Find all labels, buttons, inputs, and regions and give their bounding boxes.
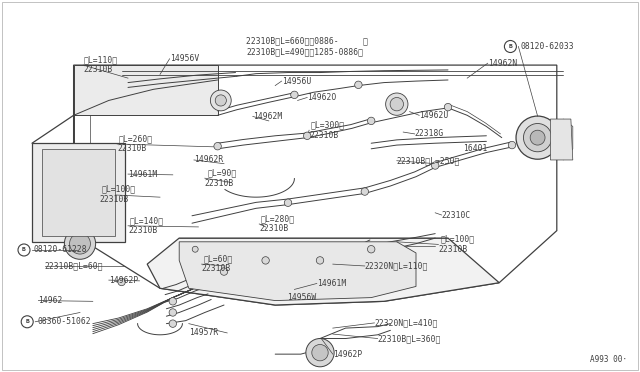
Text: 14962P: 14962P bbox=[109, 276, 138, 285]
Circle shape bbox=[386, 93, 408, 115]
Circle shape bbox=[530, 130, 545, 145]
Circle shape bbox=[316, 257, 324, 264]
Circle shape bbox=[508, 141, 516, 149]
Text: 〈L=140〉: 〈L=140〉 bbox=[129, 216, 163, 225]
Circle shape bbox=[516, 116, 559, 159]
Polygon shape bbox=[550, 119, 573, 160]
Text: 14962M: 14962M bbox=[253, 112, 282, 121]
Text: 〈L=280〉: 〈L=280〉 bbox=[260, 214, 294, 223]
Text: 22310B〈L=360〉: 22310B〈L=360〉 bbox=[378, 334, 441, 343]
Text: A993 00·: A993 00· bbox=[590, 356, 627, 365]
Circle shape bbox=[306, 339, 334, 367]
Text: 22310B: 22310B bbox=[438, 245, 468, 254]
Text: 22310B: 22310B bbox=[259, 224, 289, 233]
Text: 〈L=90〉: 〈L=90〉 bbox=[208, 169, 237, 177]
Text: 22318G: 22318G bbox=[415, 129, 444, 138]
Polygon shape bbox=[42, 149, 115, 236]
Text: 〈L=300〉: 〈L=300〉 bbox=[310, 121, 344, 129]
Circle shape bbox=[355, 81, 362, 89]
Text: 14956W: 14956W bbox=[287, 293, 316, 302]
Polygon shape bbox=[32, 143, 125, 242]
Circle shape bbox=[220, 268, 228, 275]
Circle shape bbox=[390, 97, 403, 111]
Circle shape bbox=[70, 233, 90, 254]
Circle shape bbox=[361, 188, 369, 195]
Text: 22310B: 22310B bbox=[99, 195, 129, 203]
Circle shape bbox=[367, 117, 375, 125]
Polygon shape bbox=[179, 242, 416, 301]
Text: B: B bbox=[26, 319, 29, 324]
Circle shape bbox=[262, 257, 269, 264]
Circle shape bbox=[312, 344, 328, 361]
Text: 22310B〈L=660〉〈0886-     〉: 22310B〈L=660〉〈0886- 〉 bbox=[246, 36, 368, 45]
Polygon shape bbox=[74, 65, 218, 115]
Text: 14957R: 14957R bbox=[189, 328, 218, 337]
Circle shape bbox=[215, 95, 227, 106]
Text: 〈L=110〉: 〈L=110〉 bbox=[83, 55, 117, 64]
Text: 14956U: 14956U bbox=[282, 77, 311, 86]
Text: 08360-51062: 08360-51062 bbox=[37, 317, 91, 326]
Circle shape bbox=[169, 320, 177, 327]
Text: 〈L=260〉: 〈L=260〉 bbox=[118, 134, 152, 143]
Text: 22310B〈L=60〉: 22310B〈L=60〉 bbox=[45, 262, 103, 270]
Text: B: B bbox=[509, 44, 512, 49]
Text: 14961M: 14961M bbox=[317, 279, 346, 288]
Circle shape bbox=[291, 91, 298, 99]
Text: 22310B: 22310B bbox=[83, 65, 113, 74]
Text: 14961M: 14961M bbox=[128, 170, 157, 179]
Text: 08120-62033: 08120-62033 bbox=[520, 42, 574, 51]
Circle shape bbox=[284, 199, 292, 206]
Text: 22310B: 22310B bbox=[117, 144, 147, 153]
Text: 〈L=100〉: 〈L=100〉 bbox=[101, 185, 135, 193]
Circle shape bbox=[169, 309, 177, 316]
Text: 22310B〈L=490〉〈1285-0886〉: 22310B〈L=490〉〈1285-0886〉 bbox=[246, 48, 364, 57]
Text: B: B bbox=[22, 247, 26, 253]
Text: 22310B: 22310B bbox=[128, 226, 157, 235]
Circle shape bbox=[367, 246, 375, 253]
Circle shape bbox=[214, 142, 221, 150]
Circle shape bbox=[211, 90, 231, 111]
Text: 22310B: 22310B bbox=[202, 264, 231, 273]
Text: 22310C: 22310C bbox=[442, 211, 471, 219]
Circle shape bbox=[444, 103, 452, 111]
Text: 〈L=60〉: 〈L=60〉 bbox=[204, 254, 233, 263]
Circle shape bbox=[118, 278, 125, 286]
Text: 08120-61228: 08120-61228 bbox=[34, 246, 88, 254]
Circle shape bbox=[524, 124, 552, 152]
Text: 22320N〈L=110〉: 22320N〈L=110〉 bbox=[365, 262, 428, 270]
Text: 14962O: 14962O bbox=[307, 93, 337, 102]
Text: 22310B: 22310B bbox=[309, 131, 339, 140]
Circle shape bbox=[303, 132, 311, 140]
Text: 〈L=100〉: 〈L=100〉 bbox=[440, 235, 474, 244]
Text: 22310B〈L=250〉: 22310B〈L=250〉 bbox=[397, 156, 460, 165]
Text: 14962U: 14962U bbox=[419, 111, 449, 120]
Text: 14956V: 14956V bbox=[170, 54, 199, 63]
Circle shape bbox=[65, 228, 95, 259]
Text: 14962: 14962 bbox=[38, 296, 63, 305]
Text: 22320N〈L=410〉: 22320N〈L=410〉 bbox=[374, 318, 438, 327]
Text: 14962N: 14962N bbox=[488, 59, 517, 68]
Text: 16401: 16401 bbox=[463, 144, 487, 153]
Text: 14962P: 14962P bbox=[333, 350, 362, 359]
Circle shape bbox=[192, 246, 198, 252]
Polygon shape bbox=[147, 238, 499, 305]
Circle shape bbox=[431, 162, 439, 169]
Text: 22310B: 22310B bbox=[205, 179, 234, 187]
Text: 14962R: 14962R bbox=[194, 155, 223, 164]
Circle shape bbox=[169, 298, 177, 305]
